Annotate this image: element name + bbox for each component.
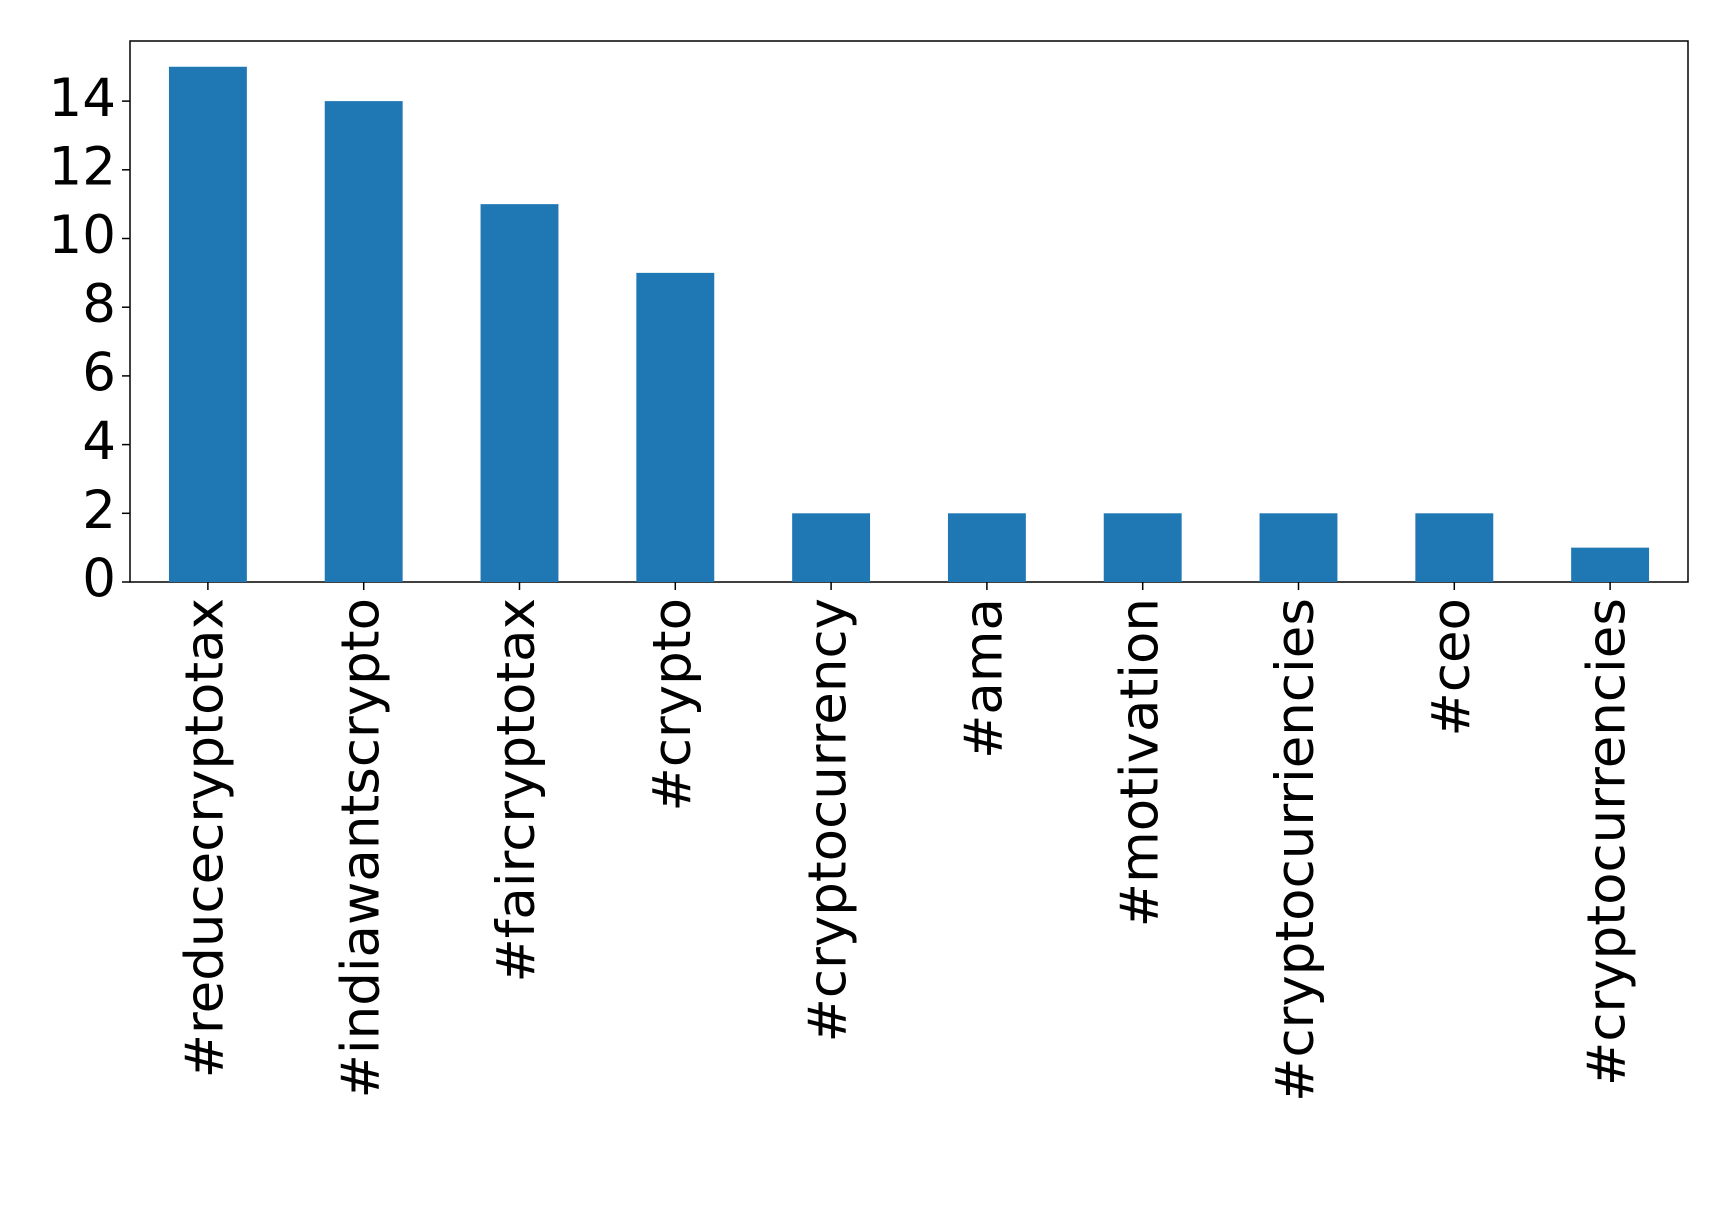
x-tick-label: #indiawantscrypto	[330, 598, 391, 1099]
bar	[168, 66, 247, 582]
bar	[1571, 547, 1650, 582]
x-tick-label: #cryptocurrency	[798, 598, 859, 1042]
bar	[480, 204, 559, 582]
y-tick-label: 10	[49, 205, 116, 266]
y-tick-label: 6	[82, 343, 116, 404]
y-tick-label: 14	[49, 68, 116, 129]
x-tick-label: #cryptocurriencies	[1265, 598, 1326, 1102]
y-tick-label: 2	[82, 480, 116, 541]
bar	[636, 272, 715, 582]
x-tick-label: #motivation	[1109, 598, 1170, 927]
bar	[1259, 513, 1338, 582]
bar	[324, 101, 403, 582]
x-tick-label: #ama	[954, 598, 1015, 759]
x-tick-label: #cryptocurrencies	[1577, 598, 1638, 1086]
y-tick-label: 12	[49, 136, 116, 197]
bar	[947, 513, 1026, 582]
y-tick-label: 0	[82, 549, 116, 610]
x-tick-label: #faircryptotax	[486, 598, 547, 983]
x-tick-label: #crypto	[642, 598, 703, 812]
bar	[792, 513, 871, 582]
bar	[1415, 513, 1494, 582]
y-tick-label: 4	[82, 411, 116, 472]
x-tick-label: #ceo	[1421, 598, 1482, 737]
bar	[1103, 513, 1182, 582]
x-tick-label: #reducecryptotax	[175, 598, 236, 1078]
y-tick-label: 8	[82, 274, 116, 335]
plot-frame	[129, 40, 1689, 583]
